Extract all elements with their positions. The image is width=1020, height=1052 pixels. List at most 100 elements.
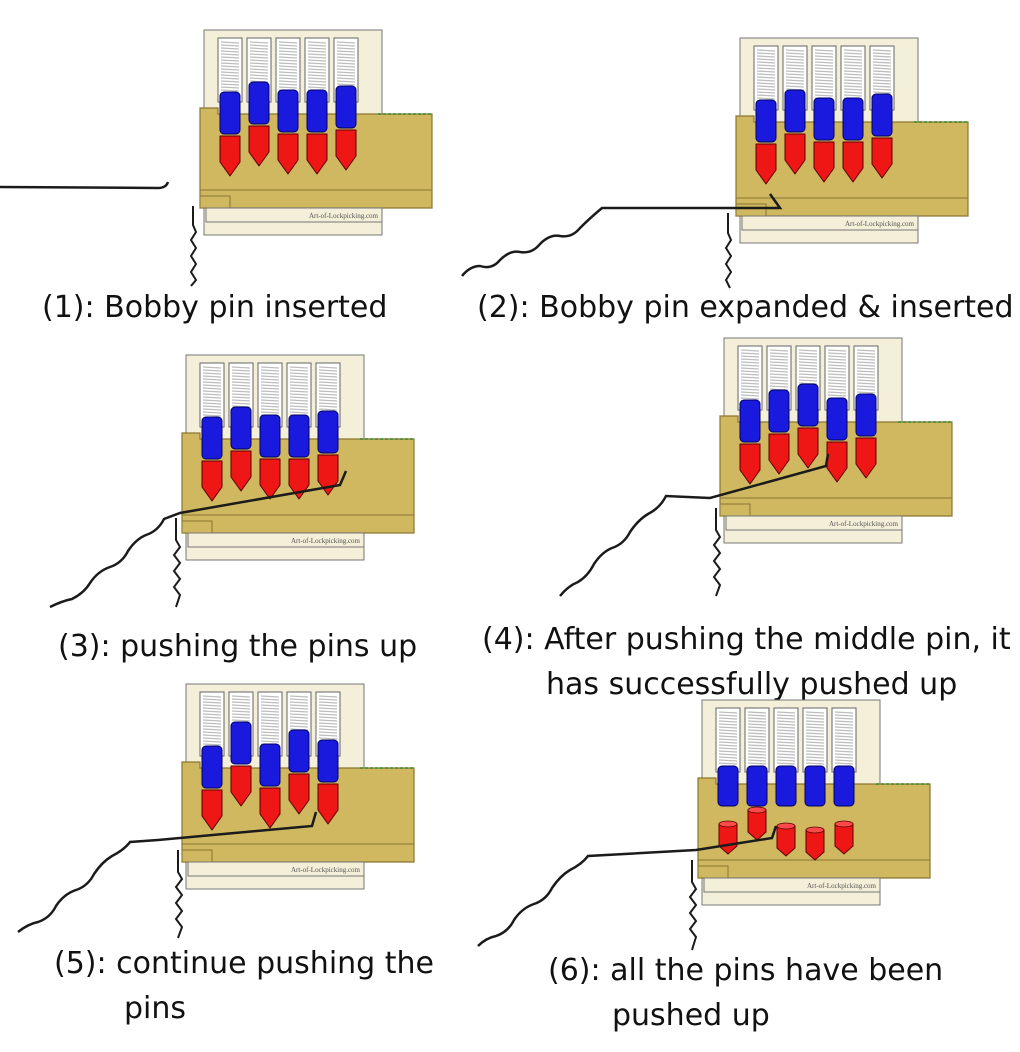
spring xyxy=(220,41,240,95)
key-pin xyxy=(755,143,777,185)
keyway-notch xyxy=(719,503,751,517)
lock-cylinder: Art-of-Lockpicking.com xyxy=(181,683,415,890)
panel-2-lock-diagram: Art-of-Lockpicking.com xyxy=(440,37,1020,289)
panel-6-lock-illustration: Art-of-Lockpicking.com xyxy=(477,699,931,951)
panel-4-caption-line-1: (4): After pushing the middle pin, it xyxy=(482,622,1011,657)
panel-3-caption-line-1: (3): pushing the pins up xyxy=(58,629,418,664)
panel-5-caption: (5): continue pushing the pins xyxy=(54,941,434,1031)
spring xyxy=(747,711,767,765)
bobby-pin-pick xyxy=(49,470,348,609)
spring xyxy=(776,711,796,765)
spring xyxy=(827,349,847,403)
key-pin-top xyxy=(776,822,796,830)
keyway-notch xyxy=(199,195,231,209)
panel-5-lock-diagram: Art-of-Lockpicking.com xyxy=(10,683,430,946)
watermark-text: Art-of-Lockpicking.com xyxy=(807,882,877,890)
driver-pin xyxy=(871,93,893,137)
driver-pin xyxy=(739,399,761,443)
panel-2-lock-illustration: Art-of-Lockpicking.com xyxy=(461,37,969,289)
key-pin xyxy=(784,133,806,175)
lock-bottom-plate xyxy=(187,861,365,877)
key-pin xyxy=(842,141,864,183)
driver-pin xyxy=(826,397,848,441)
key-pin-top xyxy=(718,820,738,828)
driver-pin xyxy=(797,383,819,427)
panel-6-lock-diagram: Art-of-Lockpicking.com xyxy=(460,699,1000,958)
panel-1-lock-illustration: Art-of-Lockpicking.com xyxy=(0,29,433,287)
driver-pin xyxy=(775,765,797,807)
key-pin-top xyxy=(805,826,825,834)
key-pin xyxy=(855,437,877,479)
lock-cylinder: Art-of-Lockpicking.com xyxy=(199,29,433,236)
driver-pin xyxy=(259,414,281,458)
panel-3-caption: (3): pushing the pins up xyxy=(58,624,417,669)
driver-pin xyxy=(201,745,223,789)
key-pin xyxy=(306,133,328,175)
spring xyxy=(834,711,854,765)
panel-6-caption-line-1: (6): all the pins have been xyxy=(548,953,944,988)
key-pin xyxy=(739,443,761,485)
watermark-text: Art-of-Lockpicking.com xyxy=(309,212,379,220)
key-pin xyxy=(201,789,223,831)
driver-pin xyxy=(219,91,241,135)
key-pin xyxy=(219,135,241,177)
spring xyxy=(843,49,863,103)
panel-2-caption-line-1: (2): Bobby pin expanded & inserted xyxy=(477,290,1014,325)
keyway-notch xyxy=(697,865,729,879)
lock-bottom-plate xyxy=(703,877,881,893)
watermark-text: Art-of-Lockpicking.com xyxy=(845,220,915,228)
tension-wrench xyxy=(724,213,733,289)
driver-pin xyxy=(813,97,835,141)
panel-1-caption-line-1: (1): Bobby pin inserted xyxy=(42,290,388,325)
driver-pin xyxy=(335,85,357,129)
panel-3-lock-illustration: Art-of-Lockpicking.com xyxy=(49,354,415,609)
tension-wrench xyxy=(712,508,722,597)
tension-wrench xyxy=(189,206,198,287)
bobby-pin-pick xyxy=(0,181,170,190)
key-pin xyxy=(335,129,357,171)
driver-pin xyxy=(804,765,826,807)
panel-1-lock-diagram: Art-of-Lockpicking.com xyxy=(0,29,440,290)
panel-6-caption-line-2: pushed up xyxy=(612,998,770,1033)
key-pin xyxy=(277,133,299,175)
driver-pin xyxy=(230,721,252,765)
key-pin xyxy=(259,458,281,500)
driver-pin xyxy=(248,81,270,125)
driver-pin xyxy=(317,410,339,454)
driver-pin xyxy=(784,89,806,133)
driver-pin xyxy=(717,765,739,807)
key-pin xyxy=(230,450,252,492)
watermark-text: Art-of-Lockpicking.com xyxy=(829,520,899,528)
tension-wrench xyxy=(172,518,182,608)
driver-pin xyxy=(842,97,864,141)
driver-pin xyxy=(746,765,768,807)
spring xyxy=(814,49,834,103)
lock-bottom-plate xyxy=(205,207,383,223)
lock-bottom-plate xyxy=(741,215,919,231)
panel-4-caption-line-2: has successfully pushed up xyxy=(546,667,958,702)
panel-2-caption: (2): Bobby pin expanded & inserted xyxy=(477,285,1014,330)
panel-5-caption-line-1: (5): continue pushing the xyxy=(54,946,434,981)
watermark-text: Art-of-Lockpicking.com xyxy=(291,537,361,545)
panel-5-lock-illustration: Art-of-Lockpicking.com xyxy=(17,683,415,939)
key-pin xyxy=(230,765,252,807)
key-pin xyxy=(259,787,281,829)
bobby-pin-pick xyxy=(461,193,783,277)
bobby-pin-pick xyxy=(17,811,318,933)
key-pin xyxy=(201,460,223,502)
key-pin xyxy=(317,783,339,825)
spring xyxy=(805,711,825,765)
bobby-pin-pick xyxy=(477,825,778,947)
keyway-notch xyxy=(181,849,213,863)
driver-pin xyxy=(259,743,281,787)
driver-pin xyxy=(755,99,777,143)
driver-pin xyxy=(277,89,299,133)
driver-pin xyxy=(317,739,339,783)
panel-4-lock-diagram: Art-of-Lockpicking.com xyxy=(530,337,970,600)
driver-pin xyxy=(201,416,223,460)
key-pin-top xyxy=(747,806,767,814)
key-pin xyxy=(248,125,270,167)
panel-4-caption: (4): After pushing the middle pin, it ha… xyxy=(482,617,1011,707)
driver-pin xyxy=(833,765,855,807)
lock-bottom-plate xyxy=(187,532,365,548)
